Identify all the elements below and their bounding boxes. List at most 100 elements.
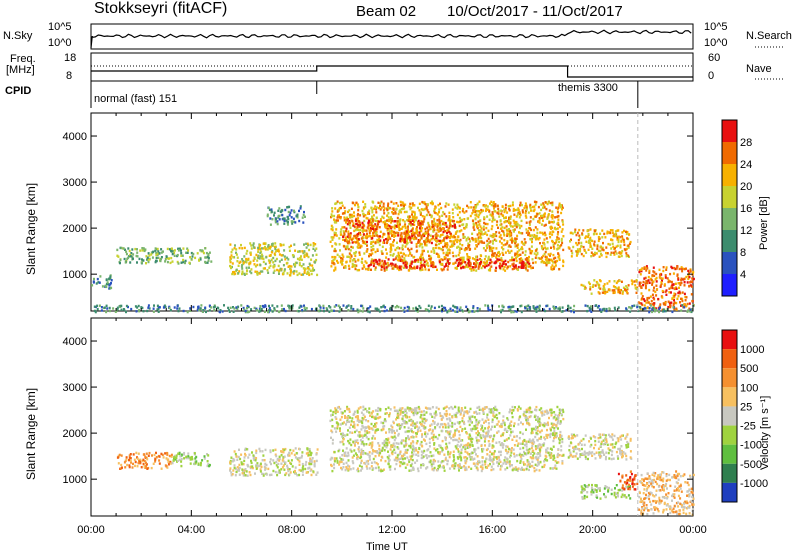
power-cell-r6 (399, 239, 402, 243)
power-cell-r4 (525, 228, 528, 231)
power-cell-r4 (550, 246, 552, 249)
power-cell-r4 (391, 207, 394, 210)
power-cell-r2 (309, 263, 312, 267)
power-cell-r4 (486, 222, 489, 226)
power-cell-r4 (512, 228, 515, 232)
power-cell-r3 (299, 207, 302, 210)
power-cell-r8 (616, 280, 619, 283)
velocity-cell-r2 (553, 466, 556, 470)
power-cell-r7 (583, 249, 586, 252)
power-cell-r10 (96, 304, 99, 307)
power-cell-r2 (231, 262, 234, 265)
power-cell-r4 (546, 217, 549, 220)
power-cell-r8 (635, 279, 638, 282)
power-cell-r9 (664, 276, 667, 279)
velocity-cell-r2 (362, 405, 365, 408)
power-cell-r4 (411, 213, 413, 216)
velocity-cell-r2 (393, 445, 396, 448)
power-cell-r10 (237, 305, 240, 308)
power-cell-r2 (241, 272, 243, 276)
power-cell-r4 (330, 224, 333, 228)
velocity-cell-r2 (356, 439, 359, 442)
velocity-cell-r2 (491, 420, 494, 424)
power-cell-r4 (528, 255, 530, 259)
power-cell-r4 (447, 203, 450, 206)
velocity-cell-r2 (410, 428, 413, 431)
power-cell-r8 (589, 288, 592, 291)
power-cell-r4 (543, 252, 546, 256)
velocity-cell-r2 (539, 430, 542, 433)
power-cell-r4 (510, 239, 513, 243)
power-cell-r3 (276, 222, 279, 226)
power-cell-r4 (332, 258, 335, 262)
power-cell-r4 (536, 231, 539, 235)
power-cell-r4 (536, 251, 539, 255)
power-cell-r10 (444, 306, 447, 310)
power-cell-r8 (613, 291, 616, 294)
power-cell-r2 (246, 249, 249, 253)
power-cell-r4 (556, 227, 559, 230)
velocity-cell-r2 (555, 461, 558, 464)
power-cell-r4 (363, 252, 366, 255)
power-cell-r9 (644, 282, 647, 285)
power-cell-r4 (397, 246, 399, 249)
power-cell-r4 (423, 242, 426, 245)
power-cell-r7 (585, 240, 588, 243)
power-cell-r2 (303, 269, 306, 272)
velocity-cell-r2 (334, 410, 337, 413)
power-cell-r10 (330, 309, 333, 312)
power-cell-r4 (535, 200, 538, 204)
velocity-cell-r2 (492, 438, 495, 441)
velocity-cell-r2 (339, 427, 341, 430)
power-cell-r7 (591, 247, 594, 250)
power-cell-r2 (298, 258, 301, 262)
power-cell-r2 (294, 263, 297, 267)
power-cell-r4 (537, 205, 540, 209)
power-cell-r4 (421, 249, 424, 252)
power-cell-r9 (664, 290, 667, 293)
power-cell-r9 (646, 296, 649, 300)
power-cell-r6 (418, 240, 421, 243)
power-cell-r4 (538, 217, 541, 220)
power-cell-r10 (487, 308, 490, 311)
power-cell-r4 (458, 224, 461, 228)
power-cell-r6 (357, 238, 360, 241)
power-cell-r4 (392, 233, 395, 236)
power-cell-r9 (669, 305, 672, 308)
power-cell-r2 (268, 254, 271, 257)
power-cell-r4 (498, 254, 500, 258)
power-cell-r10 (629, 310, 632, 313)
power-cell-r4 (483, 261, 486, 264)
power-cell-r4 (427, 268, 430, 272)
power-cell-r10 (454, 306, 457, 309)
power-cell-r10 (448, 309, 451, 313)
velocity-cell-r2 (409, 444, 412, 448)
power-cell-r4 (466, 253, 469, 256)
power-cell-r4 (339, 233, 342, 236)
power-cell-r7 (598, 237, 601, 240)
power-cell-r7 (621, 235, 624, 238)
power-cell-r10 (268, 309, 271, 312)
power-cell-r2 (237, 264, 240, 267)
freq-tick-top: 18 (64, 52, 77, 64)
power-cell-r5 (511, 263, 514, 266)
velocity-cell-r2 (502, 432, 505, 435)
power-cell-r4 (551, 259, 554, 263)
power-cell-r1 (110, 281, 112, 285)
power-cell-r9 (666, 277, 669, 280)
power-cell-r9 (647, 279, 650, 282)
power-cell-r0 (160, 256, 163, 259)
power-cell-r4 (441, 258, 444, 262)
power-cell-r4 (456, 246, 458, 249)
cpid-mode-themis: themis 3300 (558, 82, 618, 94)
power-cell-r2 (303, 255, 306, 259)
power-cell-r4 (471, 212, 474, 215)
power-cell-r4 (386, 214, 389, 217)
power-cell-r4 (435, 212, 438, 215)
power-cell-r4 (558, 258, 561, 261)
power-cell-r7 (575, 250, 577, 253)
power-cell-r7 (589, 243, 592, 246)
velocity-cell-r2 (453, 413, 456, 417)
power-cell-r6 (449, 234, 452, 238)
power-cell-r4 (525, 206, 528, 209)
